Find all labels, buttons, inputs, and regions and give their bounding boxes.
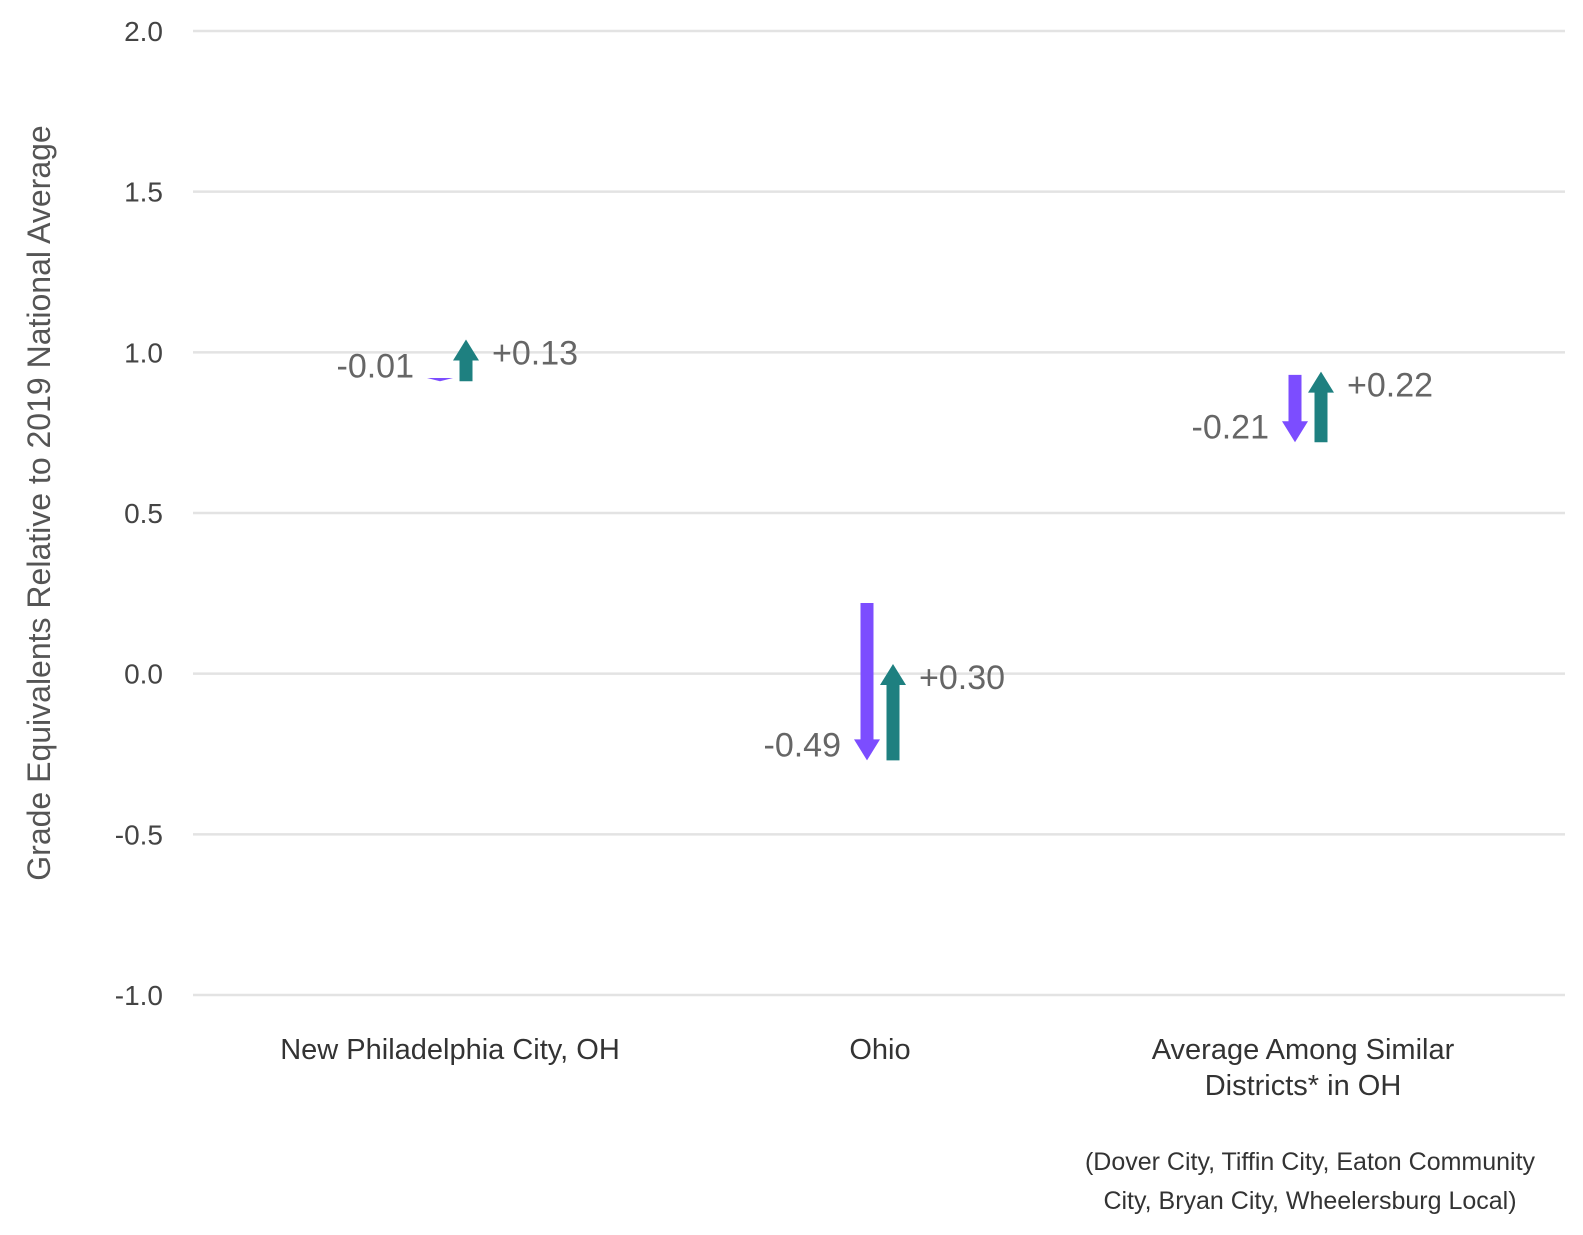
footnote-line: City, Bryan City, Wheelersburg Local) <box>1103 1187 1516 1215</box>
y-tick-label: 1.0 <box>124 337 163 368</box>
recovery-arrow <box>453 339 479 382</box>
decline-value-label: -0.01 <box>337 347 415 385</box>
recovery-value-label: +0.30 <box>919 659 1005 697</box>
decline-arrow <box>1282 374 1308 443</box>
decline-value-label: -0.49 <box>764 726 842 764</box>
grid-lines <box>193 29 1565 997</box>
decline-arrow <box>427 378 453 382</box>
arrows <box>427 339 1334 761</box>
y-tick-label: 0.0 <box>124 659 163 690</box>
y-tick-labels: 2.0 1.5 1.0 0.5 0.0 -0.5 -1.0 <box>115 16 163 1011</box>
y-tick-label: 1.5 <box>124 177 163 208</box>
recovery-value-label: +0.22 <box>1347 367 1433 405</box>
category-label: Average Among Similar <box>1152 1034 1455 1066</box>
footnote: (Dover City, Tiffin City, Eaton Communit… <box>1085 1148 1536 1215</box>
decline-arrow <box>854 602 880 761</box>
y-tick-label: -0.5 <box>115 819 163 850</box>
category-label: New Philadelphia City, OH <box>280 1034 620 1066</box>
category-labels: New Philadelphia City, OH Ohio Average Amo… <box>280 1034 1454 1102</box>
category-label: Districts* in OH <box>1205 1070 1402 1102</box>
recovery-value-label: +0.13 <box>492 334 578 372</box>
y-tick-label: 2.0 <box>124 16 163 47</box>
y-tick-label: 0.5 <box>124 498 163 529</box>
footnote-line: (Dover City, Tiffin City, Eaton Communit… <box>1085 1148 1536 1176</box>
decline-value-label: -0.21 <box>1192 408 1270 446</box>
data-labels: -0.01 +0.13 -0.49 +0.30 -0.21 +0.22 <box>337 334 1434 764</box>
category-label: Ohio <box>849 1034 910 1066</box>
y-tick-label: -1.0 <box>115 980 163 1011</box>
recovery-arrow <box>1308 371 1334 443</box>
y-axis-label: Grade Equivalents Relative to 2019 Natio… <box>21 125 57 880</box>
recovery-arrow <box>880 664 906 761</box>
